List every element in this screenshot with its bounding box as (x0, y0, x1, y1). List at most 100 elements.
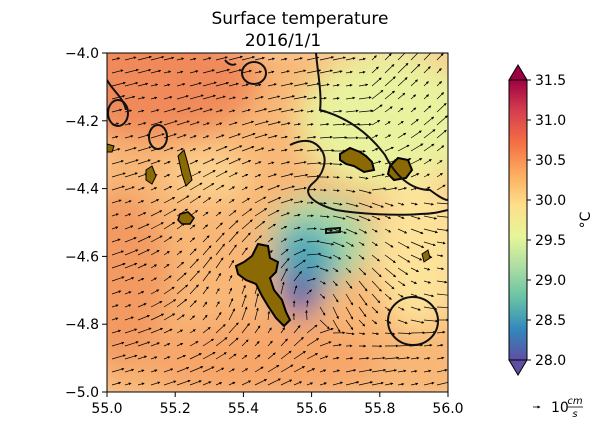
y-tick-4: −4.8 (65, 317, 107, 333)
velocity-arrow (358, 70, 366, 74)
velocity-arrow (215, 122, 223, 126)
velocity-arrow (254, 83, 262, 87)
velocity-arrow (163, 196, 176, 204)
velocity-arrow (306, 123, 314, 126)
velocity-arrow (189, 135, 197, 139)
colorbar-tick-5: 30.5 (527, 153, 566, 169)
velocity-arrow (124, 237, 137, 243)
colorbar-gradient (508, 79, 528, 361)
velocity-arrow (423, 143, 435, 152)
velocity-arrow (410, 63, 421, 74)
colorbar-extend-max (508, 64, 528, 81)
velocity-arrow (345, 228, 358, 235)
velocity-arrow (345, 254, 352, 259)
velocity-arrow (176, 57, 185, 61)
velocity-arrow (202, 69, 215, 74)
velocity-arrow (241, 306, 248, 321)
velocity-arrow (345, 381, 360, 386)
velocity-arrow (176, 120, 190, 126)
velocity-arrow (410, 107, 417, 113)
velocity-arrow (306, 239, 321, 243)
velocity-arrow (202, 338, 214, 347)
velocity-arrow (332, 122, 346, 126)
velocity-arrow (228, 96, 236, 100)
velocity-arrow (137, 369, 145, 373)
velocity-arrow (189, 248, 197, 256)
velocity-arrow (137, 146, 152, 152)
velocity-arrow (111, 354, 126, 360)
velocity-arrow (319, 280, 326, 285)
velocity-arrow (163, 368, 174, 373)
velocity-arrow (215, 184, 225, 191)
velocity-arrow (319, 254, 333, 259)
velocity-arrow (397, 332, 412, 335)
x-tick-5: 56.0 (432, 392, 464, 417)
velocity-arrow (306, 161, 322, 165)
velocity-arrow (319, 306, 326, 316)
x-tick-0: 55.0 (91, 392, 123, 417)
y-tick-0: −4.0 (65, 46, 107, 62)
velocity-arrow (137, 68, 152, 74)
velocity-arrow (124, 304, 132, 308)
velocity-arrow (241, 294, 247, 308)
quiver-key-unit-den: s (572, 409, 577, 420)
velocity-arrow (410, 241, 425, 248)
velocity-arrow (371, 306, 379, 314)
velocity-arrow (423, 241, 436, 247)
velocity-arrow (397, 77, 408, 87)
velocity-arrow (254, 56, 265, 61)
velocity-arrow (241, 219, 253, 230)
velocity-arrow (267, 310, 271, 321)
velocity-arrow (436, 92, 445, 100)
velocity-arrow (241, 108, 251, 113)
velocity-arrow (163, 356, 171, 360)
velocity-arrow (215, 367, 225, 373)
velocity-arrow (306, 82, 320, 87)
velocity-arrow (384, 186, 398, 191)
velocity-arrow (319, 293, 326, 299)
contour-lines (107, 53, 448, 346)
velocity-arrow (358, 267, 367, 276)
velocity-arrow (215, 337, 228, 347)
velocity-arrow (215, 222, 223, 230)
velocity-arrow (267, 134, 278, 139)
velocity-arrow (436, 368, 448, 373)
velocity-arrow (358, 280, 368, 292)
velocity-arrow (306, 324, 318, 334)
velocity-arrow (228, 259, 234, 269)
velocity-arrow (111, 108, 123, 113)
velocity-arrow (436, 102, 447, 113)
velocity-arrow (215, 257, 224, 269)
velocity-arrow (371, 241, 378, 246)
velocity-arrow (176, 148, 184, 152)
velocity-arrow (345, 70, 353, 74)
velocity-arrow (215, 134, 225, 139)
velocity-arrow (215, 288, 220, 295)
velocity-arrow (358, 293, 368, 306)
velocity-arrow (332, 97, 340, 100)
velocity-arrow (267, 237, 274, 243)
velocity-arrow (358, 57, 366, 61)
velocity-arrow (371, 202, 384, 208)
y-tick-label: −4.2 (65, 114, 99, 130)
velocity-arrow (436, 280, 448, 284)
velocity-arrow (423, 280, 432, 284)
velocity-arrow (358, 356, 370, 360)
velocity-arrow (397, 144, 410, 152)
velocity-arrow (254, 108, 268, 113)
velocity-arrow (189, 366, 204, 373)
velocity-arrow (111, 148, 121, 152)
velocity-arrow (280, 338, 288, 347)
velocity-arrow (176, 298, 188, 308)
velocity-arrow (371, 160, 382, 165)
velocity-arrow (267, 340, 273, 347)
velocity-arrow (397, 382, 405, 386)
velocity-arrow (410, 319, 425, 324)
velocity-arrow (137, 96, 146, 100)
velocity-arrow (267, 121, 281, 126)
velocity-arrow (241, 120, 255, 126)
velocity-arrow (267, 209, 280, 217)
velocity-arrow (189, 195, 202, 204)
quiver-key: 10 cm s (533, 396, 583, 420)
velocity-arrow (228, 109, 236, 113)
